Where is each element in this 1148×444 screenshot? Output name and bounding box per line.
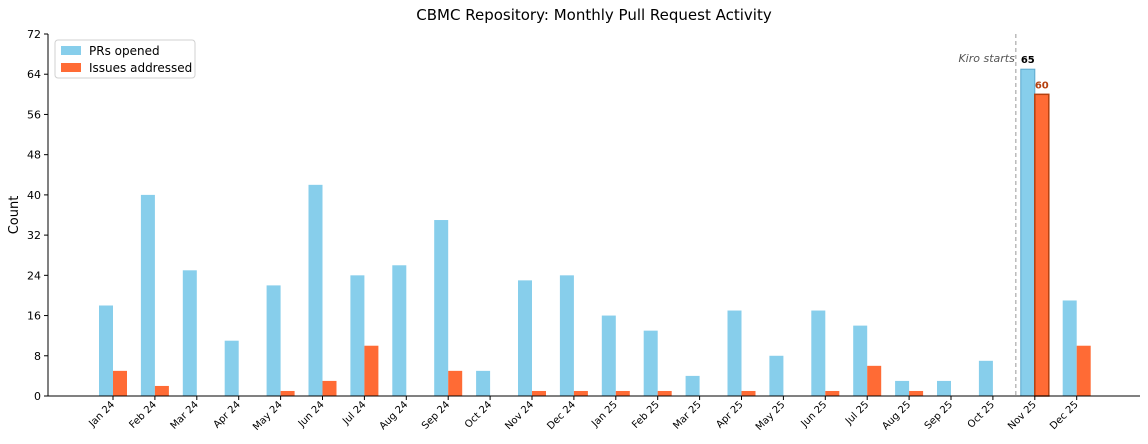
y-tick-label: 16 <box>27 310 41 323</box>
bar-prs-opened <box>559 275 574 396</box>
bar-issues-addressed <box>1076 345 1091 396</box>
legend-swatch <box>61 46 81 55</box>
bar-data-label: 65 <box>1021 55 1035 66</box>
bar-issues-addressed <box>154 385 169 396</box>
x-tick-label: Mar 25 <box>671 399 703 431</box>
bar-prs-opened <box>811 310 826 396</box>
bar-issues-addressed <box>280 390 295 396</box>
bar-prs-opened <box>266 285 281 396</box>
x-tick-label: May 25 <box>754 399 788 433</box>
bar-prs-opened <box>99 305 113 396</box>
x-tick-label: Apr 24 <box>212 399 243 430</box>
bar-issues-addressed <box>448 370 463 396</box>
bar-issues-addressed <box>1034 93 1050 397</box>
x-tick-label: Jul 25 <box>843 399 871 427</box>
bar-prs-opened <box>1062 300 1077 396</box>
x-tick-label: Oct 24 <box>463 399 494 430</box>
y-tick-label: 24 <box>27 269 41 282</box>
x-tick-label: Jul 24 <box>340 399 368 427</box>
bar-issues-addressed <box>867 365 882 396</box>
bar-prs-opened <box>978 360 993 396</box>
x-tick-label: Jun 24 <box>296 399 327 430</box>
bar-prs-opened <box>685 375 700 396</box>
bar-prs-opened <box>392 265 407 396</box>
legend-box <box>54 39 196 79</box>
x-tick-label: Nov 24 <box>503 399 536 432</box>
y-axis-label: Count <box>7 196 22 235</box>
bar-prs-opened <box>140 194 155 396</box>
x-tick-label: Sep 24 <box>420 399 452 431</box>
bar-prs-opened <box>1020 68 1036 397</box>
bar-prs-opened <box>853 325 868 396</box>
y-tick-label: 8 <box>34 350 41 363</box>
bar-prs-opened <box>895 380 910 396</box>
bar-issues-addressed <box>741 390 756 396</box>
x-tick-label: Aug 25 <box>880 399 913 432</box>
bar-prs-opened <box>182 270 197 396</box>
annotation-label: Kiro starts <box>958 52 1015 65</box>
bar-prs-opened <box>476 370 491 396</box>
x-tick-label: Feb 25 <box>630 399 662 431</box>
x-tick-label: Aug 24 <box>378 399 411 432</box>
y-tick-label: 0 <box>34 390 41 403</box>
plot-area: 0 8 16 24 32 40 48 56 64 72 Jan 24 Feb 24 Mar 24 Apr … <box>27 28 1140 433</box>
x-tick-label: Nov 25 <box>1006 399 1039 432</box>
x-tick-label: Dec 24 <box>545 399 578 432</box>
legend-entry: Issues addressed <box>89 61 192 75</box>
x-tick-label: Oct 25 <box>966 399 997 430</box>
bar-prs-opened <box>937 380 951 396</box>
bar-prs-opened <box>518 280 532 396</box>
bar-issues-addressed <box>657 390 672 396</box>
y-tick-label: 72 <box>27 28 41 41</box>
bar-prs-opened <box>727 310 742 396</box>
x-tick-label: Feb 24 <box>127 399 159 431</box>
x-tick-label: Jun 25 <box>799 399 830 430</box>
y-tick-label: 48 <box>27 149 41 162</box>
x-tick-label: Apr 25 <box>714 399 745 430</box>
x-tick-label: Sep 25 <box>923 399 955 431</box>
chart-title: CBMC Repository: Monthly Pull Request Ac… <box>416 6 772 24</box>
legend-swatch <box>61 63 81 72</box>
bar-prs-opened <box>601 315 616 396</box>
bar-issues-addressed <box>573 390 588 396</box>
x-tick-label: Dec 25 <box>1048 399 1081 432</box>
bar-prs-opened <box>350 275 365 396</box>
bar-prs-opened <box>308 184 323 396</box>
legend-entry: PRs opened <box>89 44 160 58</box>
bar-prs-opened <box>769 355 784 396</box>
x-tick-label: Jan 25 <box>589 399 620 430</box>
bar-issues-addressed <box>615 390 630 396</box>
bar-prs-opened <box>643 330 658 396</box>
bar-issues-addressed <box>825 390 840 396</box>
x-tick-label: Mar 24 <box>169 399 201 431</box>
y-tick-label: 56 <box>27 108 41 121</box>
y-tick-label: 64 <box>27 68 41 81</box>
y-tick-label: 32 <box>27 229 41 242</box>
x-tick-label: Jan 24 <box>86 399 117 430</box>
bar-data-label: 60 <box>1035 80 1049 91</box>
bar-issues-addressed <box>113 370 127 396</box>
x-tick-label: May 24 <box>251 399 285 433</box>
legend: PRs opened Issues addressed <box>54 39 196 79</box>
bar-prs-opened <box>224 340 239 396</box>
bar-issues-addressed <box>364 345 379 396</box>
y-tick-label: 40 <box>27 189 41 202</box>
bar-issues-addressed <box>909 390 924 396</box>
bar-prs-opened <box>434 220 449 396</box>
bar-issues-addressed <box>532 390 546 396</box>
bar-issues-addressed <box>322 380 337 396</box>
